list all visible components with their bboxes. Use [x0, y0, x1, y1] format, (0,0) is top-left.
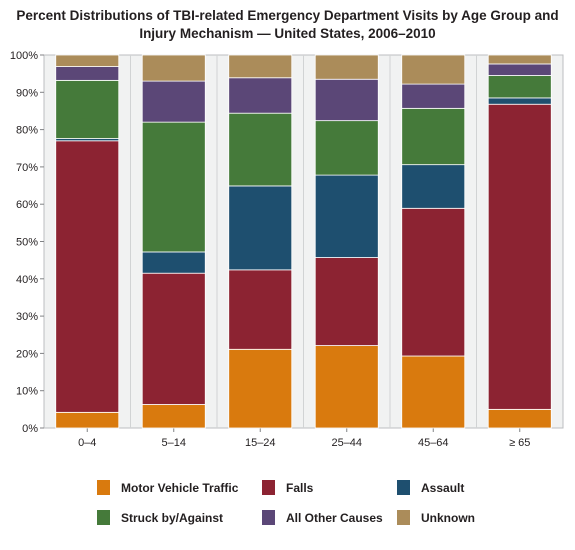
plot-background [43, 54, 564, 429]
bar-segment [141, 251, 206, 274]
bar-segment [228, 112, 293, 187]
bar-segment [487, 54, 552, 65]
bar-segment [314, 174, 379, 258]
bar-segment [314, 345, 379, 429]
y-tick-label: 0% [22, 423, 38, 435]
bar-segment [228, 54, 293, 79]
bar-segment [55, 79, 120, 139]
chart-title-line-1: Percent Distributions of TBI-related Eme… [16, 8, 559, 23]
bar-segment [141, 54, 206, 82]
bar-segment [55, 140, 120, 413]
bar-segment [314, 120, 379, 176]
bar-segment [401, 83, 466, 109]
bar-segment [228, 348, 293, 429]
bar-segment [55, 66, 120, 81]
legend-label: Assault [421, 481, 464, 495]
bar-segment [141, 272, 206, 405]
legend-swatch [397, 480, 410, 495]
bar-segment [228, 77, 293, 114]
bar-segment [401, 107, 466, 166]
chart-title-line-2: Injury Mechanism — United States, 2006–2… [139, 26, 436, 41]
legend-swatch [97, 480, 110, 495]
bar-segment [487, 97, 552, 105]
bars [55, 54, 552, 429]
bar-segment [401, 207, 466, 357]
y-tick-label: 70% [16, 162, 38, 174]
bar-segment [141, 404, 206, 429]
legend-swatch [97, 510, 110, 525]
legend-label: Motor Vehicle Traffic [121, 481, 239, 495]
y-tick-label: 60% [16, 199, 38, 211]
bar-segment [487, 75, 552, 99]
y-tick-label: 50% [16, 237, 38, 249]
y-tick-label: 40% [16, 274, 38, 286]
bar-segment [141, 80, 206, 123]
legend-label: All Other Causes [286, 511, 383, 525]
bar-segment [314, 54, 379, 80]
bar-segment [141, 121, 206, 253]
legend-swatch [397, 510, 410, 525]
legend-label: Unknown [421, 511, 475, 525]
legend-swatch [262, 510, 275, 525]
bar-segment [314, 257, 379, 346]
bar-segment [228, 269, 293, 350]
legend-swatch [262, 480, 275, 495]
y-tick-label: 30% [16, 311, 38, 323]
bar-segment [401, 54, 466, 85]
bar-segment [401, 164, 466, 209]
legend: Motor Vehicle Traffic Falls Assault Struck … [97, 480, 475, 525]
chart-title: Percent Distributions of TBI-related Eme… [0, 7, 575, 43]
y-tick-label: 80% [16, 125, 38, 137]
x-tick-label: 25–44 [331, 437, 362, 449]
y-tick-label: 20% [16, 348, 38, 360]
x-axis: 0–4 5–14 15–24 25–44 45–64 ≥ 65 [78, 428, 530, 449]
bar-segment [487, 63, 552, 76]
bar-segment [55, 54, 120, 67]
x-tick-label: ≥ 65 [509, 437, 530, 449]
x-tick-label: 15–24 [245, 437, 276, 449]
y-tick-label: 90% [16, 87, 38, 99]
x-tick-label: 5–14 [162, 437, 186, 449]
x-tick-label: 0–4 [78, 437, 96, 449]
bar-segment [487, 103, 552, 410]
legend-label: Struck by/Against [121, 511, 223, 525]
bar-segment [55, 411, 120, 429]
bar-segment [401, 355, 466, 429]
y-tick-label: 10% [16, 386, 38, 398]
x-tick-label: 45–64 [418, 437, 449, 449]
y-tick-label: 100% [10, 50, 38, 62]
bar-segment [314, 78, 379, 122]
bar-segment [228, 185, 293, 271]
bar-segment [487, 408, 552, 429]
legend-label: Falls [286, 481, 314, 495]
y-axis: 0% 10% 20% 30% 40% 50% 60% 70% 80% 90% 100% [10, 50, 44, 435]
